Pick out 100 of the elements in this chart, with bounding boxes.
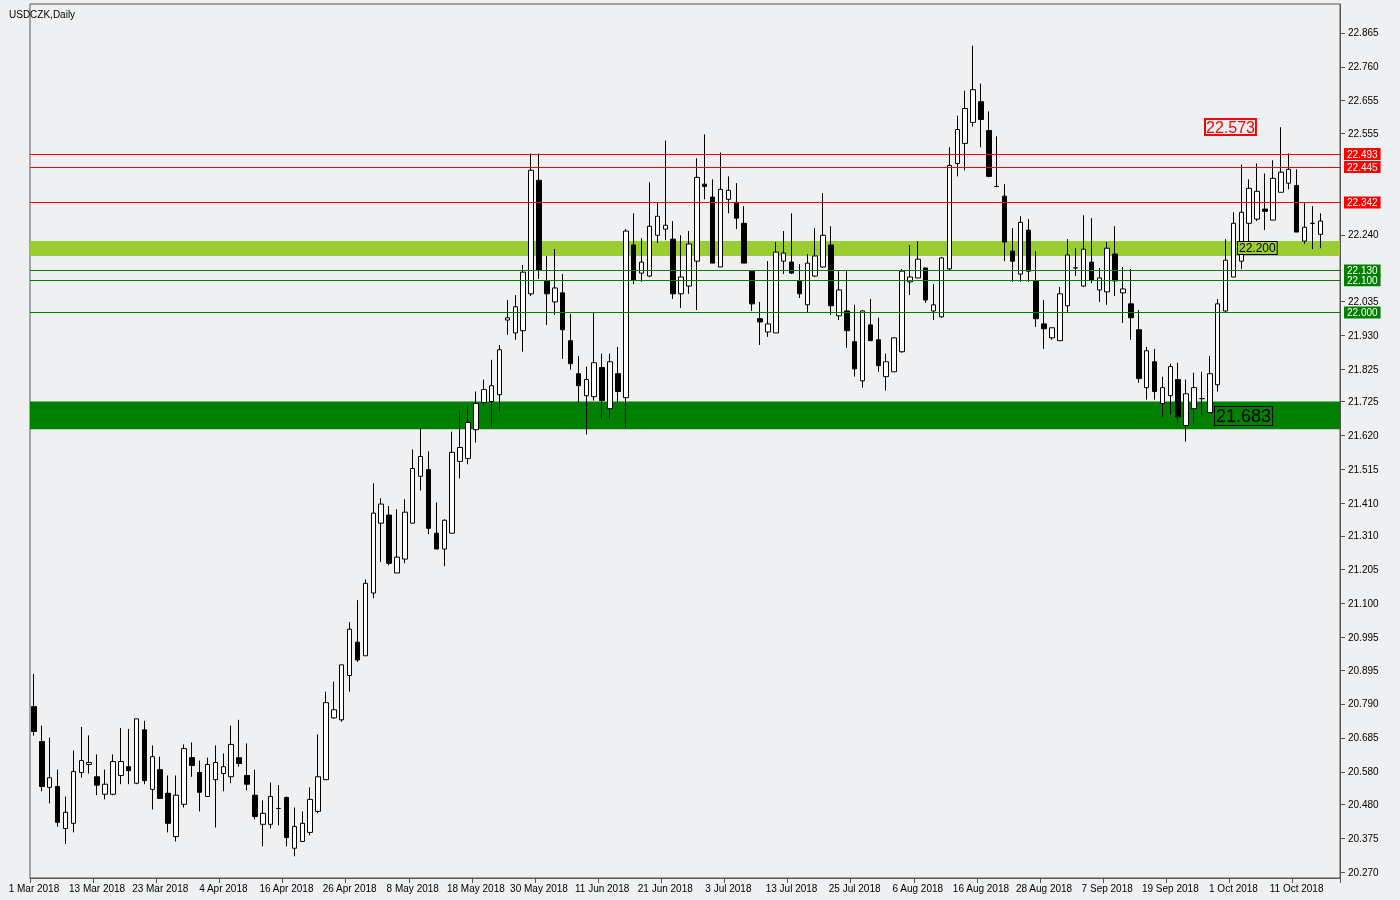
candlestick: [812, 227, 818, 278]
candlestick: [702, 133, 707, 200]
y-tick-label: 21.725: [1348, 396, 1380, 408]
candlestick: [449, 431, 455, 534]
candlestick: [1128, 268, 1134, 341]
candlestick: [726, 175, 731, 214]
candlestick: [497, 344, 502, 413]
candlestick: [94, 753, 100, 796]
x-tick-label: 13 Mar 2018: [69, 882, 126, 894]
candlestick: [797, 263, 802, 299]
candlestick: [513, 294, 518, 341]
candlestick: [402, 498, 408, 564]
x-tick-label: 7 Sep 2018: [1081, 882, 1134, 894]
y-tick-label: 22.555: [1348, 127, 1380, 139]
candlestick: [189, 741, 195, 778]
candlestick: [1294, 168, 1299, 233]
candlestick: [505, 299, 510, 336]
ref-line-label: 22.493: [1347, 148, 1379, 160]
candlestick: [331, 681, 337, 720]
y-tick-label: 21.410: [1348, 497, 1380, 509]
candlestick: [655, 201, 660, 244]
candlestick: [923, 267, 928, 304]
candlestick: [110, 753, 116, 796]
candlestick: [71, 750, 76, 833]
candlestick: [528, 152, 534, 297]
candlestick: [339, 664, 344, 723]
candlestick: [1278, 126, 1284, 193]
candlestick: [426, 450, 431, 535]
candlestick: [1183, 379, 1189, 443]
ref-line-label: 22.000: [1347, 307, 1379, 319]
y-tick-label: 22.760: [1348, 61, 1380, 73]
candlestick: [915, 240, 921, 279]
x-tick-label: 13 Jul 2018: [765, 882, 818, 894]
candlestick: [1136, 309, 1142, 384]
y-tick-label: 20.685: [1348, 732, 1380, 744]
candlestick: [355, 599, 360, 663]
candlestick: [410, 448, 415, 524]
ref-line-label: 22.445: [1347, 161, 1379, 173]
candlestick: [442, 518, 447, 567]
annotation: 22.573: [1206, 118, 1256, 136]
candlestick: [1310, 205, 1315, 250]
candlestick: [481, 379, 487, 407]
candlestick: [252, 769, 258, 820]
candlestick: [907, 244, 913, 296]
candlestick: [836, 270, 842, 321]
y-tick-label: 21.515: [1348, 463, 1380, 475]
x-tick-label: 21 Jun 2018: [637, 882, 694, 894]
candlestick: [1104, 241, 1110, 306]
candlestick: [1081, 214, 1086, 288]
x-tick-label: 1 Oct 2018: [1209, 882, 1259, 894]
candlestick: [757, 301, 763, 346]
candlestick: [300, 810, 305, 842]
annotation: 21.683: [1216, 406, 1272, 426]
candlestick: [805, 253, 810, 314]
candlestick: [465, 406, 471, 465]
candlestick: [970, 45, 976, 128]
x-tick-label: 8 May 2018: [386, 882, 440, 894]
x-tick-label: 26 Apr 2018: [322, 882, 378, 894]
candlestick: [576, 355, 581, 404]
candlestick: [560, 273, 565, 360]
candlestick: [852, 304, 857, 378]
x-tick-label: 4 Apr 2018: [199, 882, 248, 894]
x-tick-label: 19 Sep 2018: [1141, 882, 1200, 894]
candlestick: [544, 255, 550, 326]
candlestick: [670, 220, 676, 300]
candlestick: [718, 151, 723, 268]
candlestick: [1302, 201, 1307, 245]
candlestick: [363, 578, 368, 657]
candlestick: [378, 497, 384, 563]
candlestick: [1254, 162, 1260, 222]
candlestick: [55, 769, 60, 828]
candlestick: [876, 317, 881, 373]
candlestick: [489, 359, 494, 427]
candlestick: [165, 774, 171, 833]
candlestick: [260, 799, 266, 847]
candlestick: [947, 146, 952, 271]
y-tick-label: 22.240: [1348, 229, 1380, 241]
candlestick: [749, 270, 755, 312]
candlestick: [781, 230, 786, 275]
candlestick: [663, 140, 668, 241]
candlestick: [741, 205, 747, 264]
x-tick-label: 23 Mar 2018: [132, 882, 189, 894]
y-tick-label: 21.825: [1348, 363, 1380, 375]
candlestick: [47, 737, 52, 804]
candlestick: [323, 691, 329, 781]
candlestick: [418, 427, 423, 491]
candlestick: [236, 719, 242, 768]
x-tick-label: 16 Apr 2018: [259, 882, 314, 894]
candlestick: [157, 756, 163, 799]
candlestick: [434, 501, 439, 550]
candlestick: [1049, 327, 1055, 341]
y-tick-label: 20.580: [1348, 766, 1380, 778]
candlestick: [1010, 227, 1015, 283]
candlestick: [734, 182, 739, 230]
candlestick: [1097, 267, 1102, 303]
candlestick: [765, 260, 771, 338]
candlestick: [221, 752, 226, 792]
ref-line-label: 22.100: [1347, 274, 1379, 286]
y-tick-label: 21.310: [1348, 530, 1380, 542]
candlestick: [978, 83, 984, 148]
